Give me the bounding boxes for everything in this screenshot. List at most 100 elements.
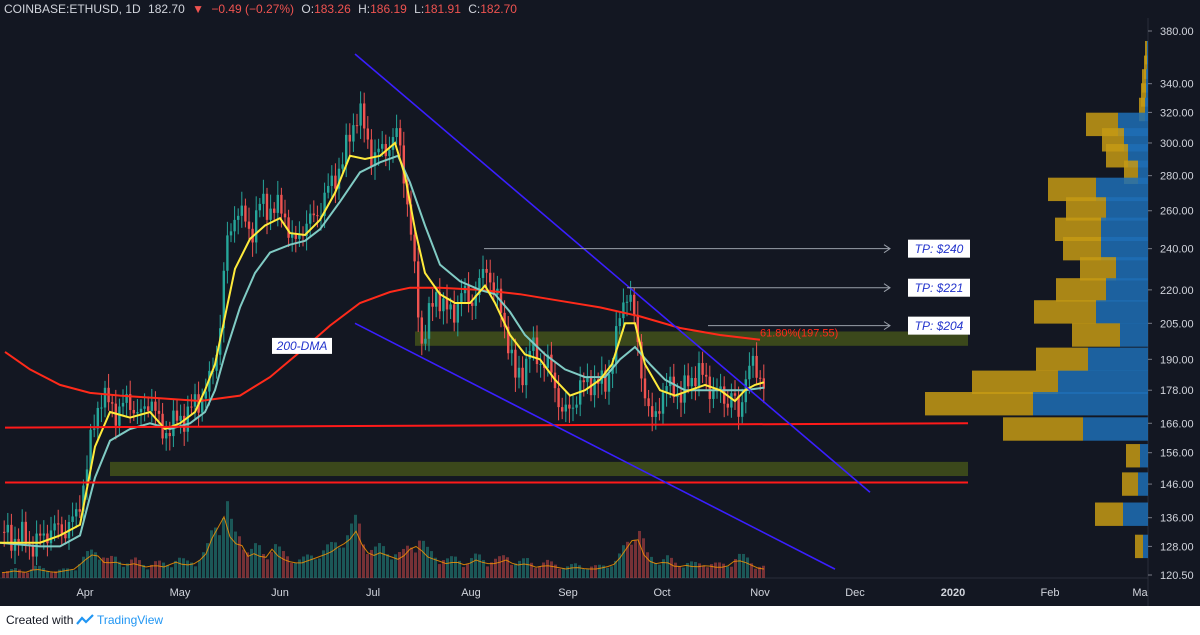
volume-bar [514,563,517,578]
volume-bar [18,569,21,578]
candle-body [233,219,236,232]
open-value: 183.26 [314,2,351,16]
candle-body [690,377,693,387]
price-tick-label: 120.50 [1160,570,1194,582]
support-zone [110,461,968,477]
candle-body [291,233,294,238]
volume-profile-up-bar [1101,236,1148,261]
volume-bar [82,556,85,578]
volume-bar [254,543,257,578]
candle-body [121,402,125,407]
volume-bar [670,557,673,578]
price-chart[interactable]: TP: $240 TP: $221 TP: $204 200-DMA 61.80%(19… [0,0,1200,606]
price-change: −0.49 (−0.27%) [211,2,295,16]
candle-body [255,210,258,243]
candle-body [111,402,114,404]
volume-profile-up-bar [1123,502,1148,526]
candle-body [186,406,189,432]
price-tick-label: 280.00 [1160,171,1194,183]
volume-profile-down-bar [1048,177,1096,202]
candle-body [424,338,427,344]
volume-profile-down-bar [1122,472,1138,496]
candle-body [694,377,697,387]
candle-body [204,391,207,399]
candle-body [571,407,575,409]
volume-bar [602,565,605,578]
volume-bar [634,540,637,578]
candle-body [157,410,161,414]
price-tick-label: 156.00 [1160,448,1194,460]
candle-body [399,128,402,146]
target-label-box [908,239,970,258]
volume-bar [382,546,385,578]
candle-body [258,203,261,211]
candle-body [265,193,269,220]
volume-bar [366,554,369,578]
candle-body [489,272,492,283]
price-tick-label: 240.00 [1160,244,1194,256]
candle-body [435,292,438,307]
candle-body [125,394,128,403]
volume-bar [414,552,417,578]
volume-profile-up-bar [1147,40,1148,65]
volume-bar [418,540,421,578]
price-axis-panel [1150,18,1200,588]
volume-bar [178,557,181,578]
candle-body [521,367,524,386]
volume-profile-down-bar [1056,278,1106,302]
volume-bar [158,560,161,578]
volume-bar [54,571,57,578]
candle-body [215,354,218,371]
volume-bar [342,547,345,578]
candle-body [629,294,632,302]
volume-bar [10,569,13,578]
candle-body [679,393,683,403]
time-tick-label: Aug [461,587,481,599]
volume-profile-up-bar [1088,347,1148,372]
candle-body [456,302,459,323]
volume-bar [282,551,285,578]
volume-bar [438,564,441,578]
volume-bar [318,558,321,578]
tradingview-brand[interactable]: TradingView [97,613,164,627]
candle-body [262,193,265,204]
candle-body [431,303,434,307]
candle-body [226,235,229,271]
volume-bar [386,554,389,578]
price-tick-label: 380.00 [1160,26,1194,38]
volume-bar [714,562,717,578]
volume-bar [674,562,677,578]
time-tick-label: 2020 [941,587,965,599]
candle-body [287,217,290,238]
ema-fast-line [0,141,765,544]
candle-body [618,318,621,327]
price-tick-label: 340.00 [1160,79,1194,91]
volume-bar [286,556,289,578]
symbol-label[interactable]: COINBASE:ETHUSD, 1D [4,2,141,16]
volume-moving-average [1,515,765,574]
high-value: 186.19 [370,2,407,16]
volume-bar [226,501,229,578]
volume-bar [30,569,33,578]
candle-body [517,367,521,378]
volume-bar [86,551,89,578]
candle-body [723,386,726,404]
volume-bar [70,569,73,578]
candle-body [445,298,449,310]
tradingview-logo-icon[interactable] [76,614,94,626]
volume-profile-up-bar [1058,370,1148,394]
candle-body [762,378,765,389]
time-tick-label: Feb [1041,587,1060,599]
volume-bar [314,559,317,578]
candle-body [309,213,312,224]
volume-bar [250,548,253,578]
volume-bar [466,564,469,578]
volume-profile-down-bar [1055,217,1101,242]
fib-annotation: 61.80%(197.55) [760,328,838,340]
volume-bar [258,545,261,578]
candle-body [665,386,668,393]
volume-bar [690,561,693,578]
candle-body [341,164,344,169]
candle-body [546,354,549,368]
volume-bar [646,552,649,578]
